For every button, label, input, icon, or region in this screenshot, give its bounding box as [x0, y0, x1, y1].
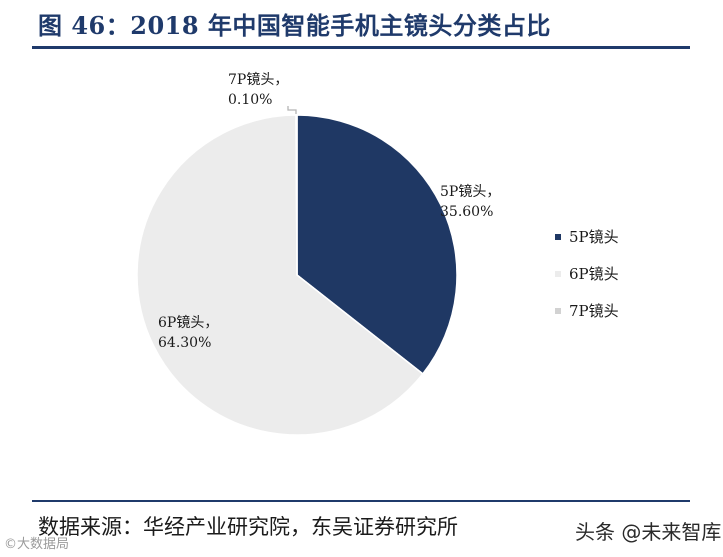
legend-label-3: 7P镜头	[569, 302, 619, 320]
data-label-3: 7P镜头， 0.10%	[228, 72, 288, 108]
leader-line	[287, 106, 297, 114]
legend-swatch-2	[555, 271, 561, 277]
watermark-right: 头条 @未来智库	[575, 520, 722, 544]
data-label-2: 6P镜头， 64.30%	[158, 315, 218, 351]
pie-labels: 5P镜头， 35.60% 6P镜头， 64.30% 7P镜头， 0.10%	[158, 72, 500, 351]
footer-divider	[32, 500, 690, 502]
page-title: 图 46：2018 年中国智能手机主镜头分类占比	[38, 11, 551, 40]
legend-swatch-3	[555, 308, 561, 314]
pie-slice-1	[296, 114, 458, 375]
legend: 5P镜头 6P镜头 7P镜头	[555, 228, 619, 320]
watermark-left: ©大数据局	[4, 537, 70, 552]
data-label-1: 5P镜头， 35.60%	[440, 184, 500, 220]
source-note: 数据来源：华经产业研究院，东吴证券研究所	[38, 515, 458, 539]
legend-swatch-1	[555, 234, 561, 240]
legend-label-2: 6P镜头	[569, 265, 619, 283]
title-divider	[32, 46, 690, 49]
pie-slice-3	[295, 114, 298, 276]
pie-slices	[136, 114, 458, 436]
pie-slice-2	[136, 114, 424, 436]
legend-label-1: 5P镜头	[569, 228, 619, 246]
